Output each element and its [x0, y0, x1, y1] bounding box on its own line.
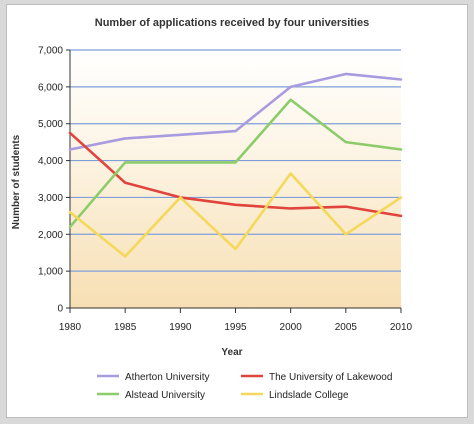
series-line-1 [68, 72, 403, 151]
x-tick-label: 2000 [280, 322, 303, 333]
series-lines [68, 72, 403, 258]
legend-label: Lindslade College [269, 390, 349, 401]
x-tick-label: 2005 [335, 322, 358, 333]
legend: Atherton University The University of Lak… [97, 372, 392, 401]
x-tick-label: 1995 [224, 322, 247, 333]
y-axis: 0 1,000 2,000 3,000 4,000 5,000 6,000 7,000 [38, 46, 71, 315]
y-tick-label: 3,000 [38, 193, 63, 204]
series-line-3 [68, 98, 403, 229]
grid-lines [70, 49, 401, 272]
legend-label: Atherton University [125, 372, 209, 383]
plot-area [70, 50, 401, 308]
series-line-4 [68, 172, 403, 258]
x-axis-label: Year [221, 347, 242, 358]
y-tick-label: 1,000 [38, 267, 63, 278]
y-tick-label: 2,000 [38, 230, 63, 241]
x-axis: 1980 1985 1990 1995 2000 2005 2010 [59, 307, 413, 333]
y-tick-label: 4,000 [38, 156, 63, 167]
y-tick-label: 7,000 [38, 46, 63, 57]
legend-label: Alstead University [125, 390, 205, 401]
x-tick-label: 1990 [169, 322, 192, 333]
x-tick-label: 2010 [390, 322, 413, 333]
y-tick-label: 0 [57, 304, 63, 315]
legend-label: The University of Lakewood [269, 372, 392, 383]
x-tick-label: 1985 [114, 322, 137, 333]
y-tick-label: 6,000 [38, 82, 63, 93]
chart-title: Number of applications received by four … [95, 17, 369, 29]
y-tick-label: 5,000 [38, 119, 63, 130]
y-axis-label: Number of students [11, 134, 22, 229]
x-tick-label: 1980 [59, 322, 82, 333]
series-line-2 [68, 131, 403, 218]
